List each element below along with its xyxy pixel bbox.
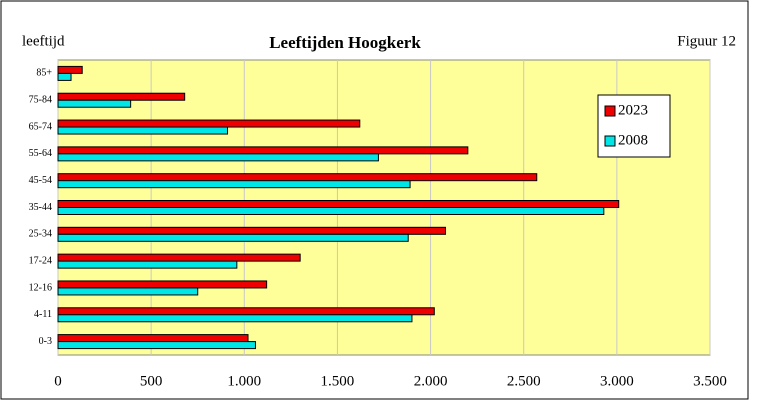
x-tick-label: 2.500 <box>507 373 541 389</box>
y-tick-label: 35-44 <box>29 202 52 213</box>
bar <box>57 280 268 289</box>
bar <box>57 65 83 74</box>
legend-label: 2008 <box>618 132 648 148</box>
legend-swatch <box>604 105 616 117</box>
y-tick-label: 75-84 <box>29 95 52 106</box>
legend-box <box>597 94 671 158</box>
bar <box>57 334 249 343</box>
y-tick-label: 25-34 <box>29 229 52 240</box>
bar <box>57 207 605 215</box>
x-tick-label: 500 <box>140 373 163 389</box>
y-tick-label: 65-74 <box>29 121 52 132</box>
x-tick-label: 1.000 <box>227 373 261 389</box>
legend-label: 2023 <box>618 102 648 118</box>
y-tick-label: 17-24 <box>29 255 52 266</box>
bar <box>57 341 256 350</box>
bar <box>57 180 411 189</box>
bar <box>57 72 72 81</box>
bar <box>57 99 132 108</box>
bar <box>57 287 199 296</box>
bar <box>57 119 361 128</box>
x-tick-label: 1.500 <box>321 373 355 389</box>
bar <box>57 314 413 323</box>
x-tick-label: 3.500 <box>693 373 727 389</box>
bar <box>57 153 379 162</box>
bar <box>57 126 229 135</box>
y-tick-label: 12-16 <box>29 282 52 293</box>
bar <box>57 233 409 242</box>
x-tick-label: 0 <box>54 373 62 389</box>
bar <box>57 253 301 262</box>
y-axis-label: leeftijd <box>22 33 65 49</box>
annotation: Figuur 12 <box>677 33 736 49</box>
y-tick-label: 85+ <box>36 68 52 79</box>
y-tick-label: 0-3 <box>39 336 52 347</box>
bar <box>57 260 238 269</box>
x-tick-label: 3.000 <box>600 373 634 389</box>
legend-swatch <box>604 135 616 147</box>
x-tick-label: 2.000 <box>414 373 448 389</box>
bar <box>57 92 186 101</box>
y-tick-label: 55-64 <box>29 148 52 159</box>
bar <box>57 307 435 316</box>
chart-title: Leeftijden Hoogkerk <box>269 33 421 52</box>
bar <box>57 146 469 155</box>
y-tick-label: 4-11 <box>34 309 52 320</box>
y-tick-label: 45-54 <box>29 175 52 186</box>
bar <box>57 173 538 182</box>
bar <box>57 226 446 235</box>
bar <box>57 200 620 208</box>
